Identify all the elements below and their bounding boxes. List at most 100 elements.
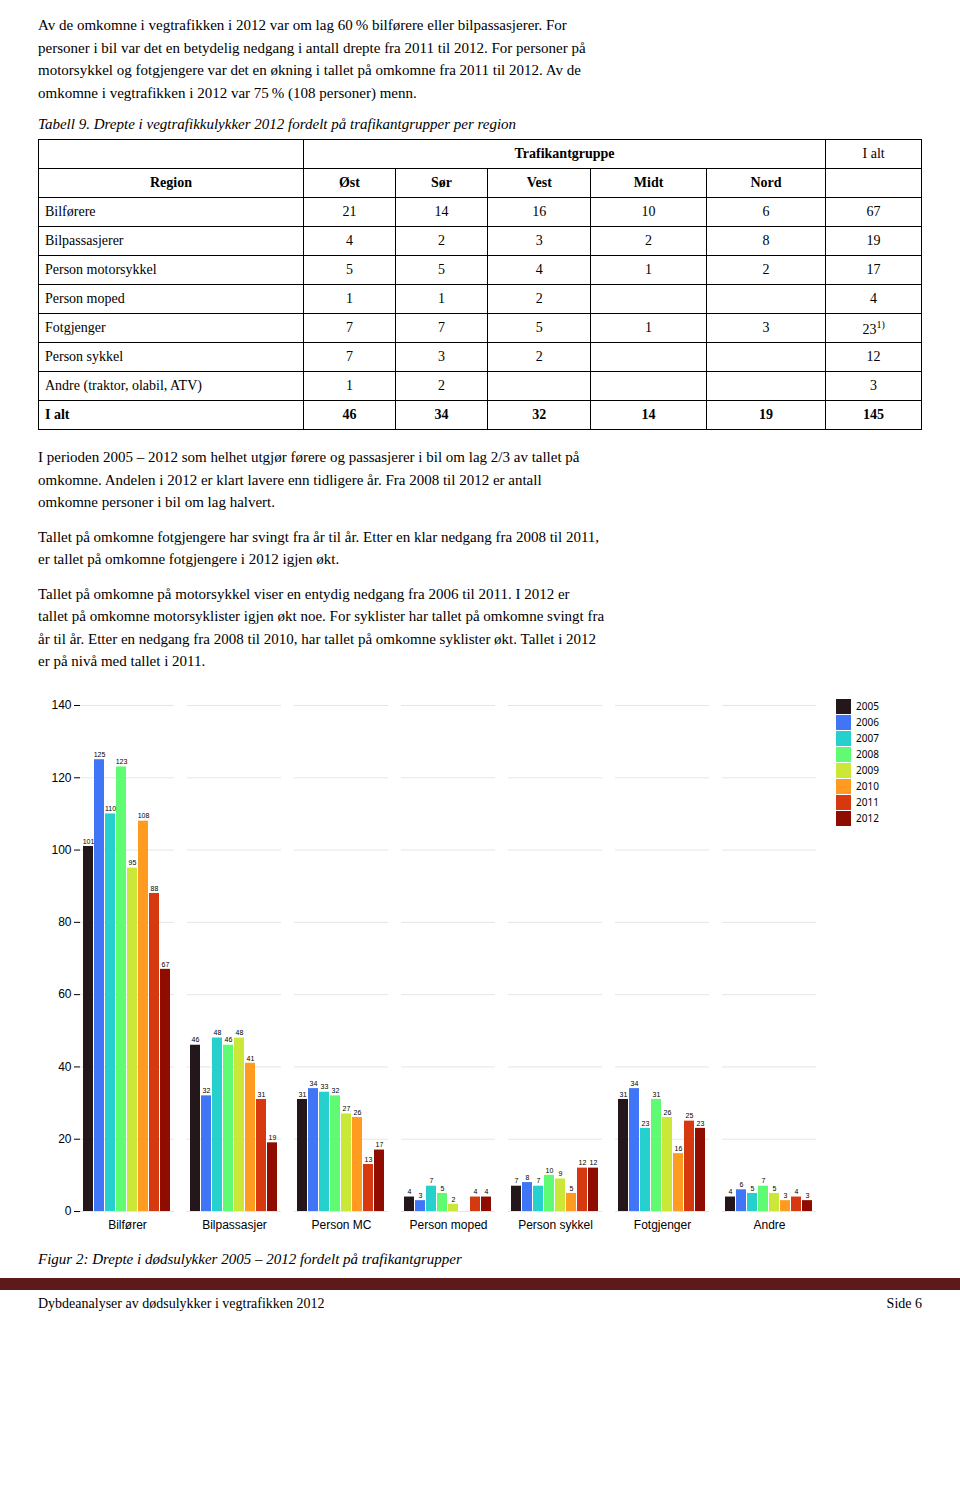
svg-text:12: 12 bbox=[579, 1159, 587, 1166]
html-text:19: 19 bbox=[866, 233, 881, 248]
svg-text:31: 31 bbox=[653, 1090, 661, 1097]
html-text:17: 17 bbox=[866, 262, 881, 277]
svg-text:4: 4 bbox=[485, 1188, 489, 1195]
svg-text:13: 13 bbox=[365, 1155, 373, 1162]
svg-text:120: 120 bbox=[51, 770, 71, 784]
svg-text:7: 7 bbox=[430, 1177, 434, 1184]
html-text:Tallet på omkomne på motorsykk: Tallet på omkomne på motorsykkel viser e… bbox=[38, 585, 605, 669]
svg-text:33: 33 bbox=[321, 1083, 329, 1090]
svg-text:Person MC: Person MC bbox=[311, 1218, 371, 1232]
svg-text:48: 48 bbox=[214, 1029, 222, 1036]
html-text:Bilførere: Bilførere bbox=[45, 204, 96, 219]
svg-text:101: 101 bbox=[83, 837, 95, 844]
svg-text:20: 20 bbox=[58, 1132, 72, 1146]
html-text:Dybdeanalyser av dødsulykker i: Dybdeanalyser av dødsulykker i vegtrafik… bbox=[38, 1295, 325, 1311]
svg-text:5: 5 bbox=[773, 1184, 777, 1191]
svg-text:31: 31 bbox=[299, 1090, 307, 1097]
svg-text:80: 80 bbox=[58, 915, 72, 929]
html-text:I alt: I alt bbox=[862, 146, 885, 161]
html-text:Midt: Midt bbox=[633, 175, 664, 190]
html-text:Figur 2: Drepte i dødsulykker: Figur 2: Drepte i dødsulykker 2005 – 201… bbox=[38, 1250, 462, 1267]
svg-text:Bilfører: Bilfører bbox=[108, 1218, 147, 1232]
svg-text:3: 3 bbox=[419, 1191, 423, 1198]
svg-text:Person moped: Person moped bbox=[409, 1218, 487, 1232]
html-text:Fotgjenger: Fotgjenger bbox=[45, 320, 106, 335]
svg-text:100: 100 bbox=[51, 842, 71, 856]
svg-text:95: 95 bbox=[129, 859, 137, 866]
html-text:Tallet på omkomne fotgjengere: Tallet på omkomne fotgjengere har svingt… bbox=[38, 528, 600, 567]
html-text:I perioden 2005 – 2012 som hel: I perioden 2005 – 2012 som helhet utgjør… bbox=[38, 449, 580, 510]
svg-text:4: 4 bbox=[474, 1188, 478, 1195]
svg-text:Andre: Andre bbox=[753, 1218, 785, 1232]
svg-text:0: 0 bbox=[65, 1204, 72, 1218]
svg-text:48: 48 bbox=[236, 1029, 244, 1036]
html-text:14: 14 bbox=[434, 204, 449, 219]
svg-text:12: 12 bbox=[590, 1159, 598, 1166]
svg-text:4: 4 bbox=[729, 1188, 733, 1195]
svg-text:123: 123 bbox=[116, 758, 128, 765]
html-text:67: 67 bbox=[866, 204, 881, 219]
svg-text:4: 4 bbox=[408, 1188, 412, 1195]
svg-text:5: 5 bbox=[441, 1184, 445, 1191]
svg-text:5: 5 bbox=[570, 1184, 574, 1191]
html-text:Person motorsykkel: Person motorsykkel bbox=[45, 262, 157, 277]
html-text:Tabell 9. Drepte i vegtrafikku: Tabell 9. Drepte i vegtrafikkulykker 201… bbox=[38, 116, 517, 132]
svg-text:23: 23 bbox=[697, 1119, 705, 1126]
html-text:Side 6: Side 6 bbox=[886, 1295, 922, 1311]
svg-text:34: 34 bbox=[310, 1079, 318, 1086]
svg-text:2: 2 bbox=[452, 1195, 456, 1202]
svg-text:40: 40 bbox=[58, 1059, 72, 1073]
html-text:Bilpassasjerer: Bilpassasjerer bbox=[45, 233, 124, 248]
svg-text:108: 108 bbox=[138, 812, 150, 819]
svg-text:32: 32 bbox=[203, 1087, 211, 1094]
svg-text:26: 26 bbox=[354, 1108, 362, 1115]
svg-text:4: 4 bbox=[795, 1188, 799, 1195]
html-text:Av de omkomne i vegtrafikken i: Av de omkomne i vegtrafikken i 2012 var … bbox=[38, 17, 586, 101]
html-text:Trafikantgruppe: Trafikantgruppe bbox=[514, 146, 615, 161]
svg-text:Person sykkel: Person sykkel bbox=[518, 1218, 593, 1232]
svg-text:5: 5 bbox=[751, 1184, 755, 1191]
svg-text:8: 8 bbox=[526, 1173, 530, 1180]
html-text:Øst: Øst bbox=[338, 175, 360, 190]
svg-text:25: 25 bbox=[686, 1112, 694, 1119]
html-text:Region: Region bbox=[149, 175, 192, 190]
svg-text:17: 17 bbox=[376, 1141, 384, 1148]
svg-text:7: 7 bbox=[537, 1177, 541, 1184]
html-text:16: 16 bbox=[532, 204, 547, 219]
svg-text:140: 140 bbox=[51, 698, 71, 712]
svg-text:31: 31 bbox=[620, 1090, 628, 1097]
html-text:Sør: Sør bbox=[431, 175, 452, 190]
svg-text:27: 27 bbox=[343, 1105, 351, 1112]
svg-text:60: 60 bbox=[58, 987, 72, 1001]
html-text:Person sykkel: Person sykkel bbox=[45, 349, 124, 364]
svg-text:32: 32 bbox=[332, 1087, 340, 1094]
svg-text:34: 34 bbox=[631, 1079, 639, 1086]
svg-text:41: 41 bbox=[247, 1054, 255, 1061]
svg-text:3: 3 bbox=[784, 1191, 788, 1198]
html-text:Person moped: Person moped bbox=[45, 291, 125, 306]
svg-text:23: 23 bbox=[642, 1119, 650, 1126]
svg-text:88: 88 bbox=[151, 884, 159, 891]
svg-text:46: 46 bbox=[192, 1036, 200, 1043]
svg-text:19: 19 bbox=[269, 1134, 277, 1141]
svg-text:26: 26 bbox=[664, 1108, 672, 1115]
svg-text:46: 46 bbox=[225, 1036, 233, 1043]
svg-text:9: 9 bbox=[559, 1170, 563, 1177]
svg-text:10: 10 bbox=[546, 1166, 554, 1173]
svg-text:125: 125 bbox=[94, 750, 106, 757]
html-text:23: 23 bbox=[862, 321, 877, 337]
svg-text:Fotgjenger: Fotgjenger bbox=[634, 1218, 691, 1232]
svg-text:7: 7 bbox=[762, 1177, 766, 1184]
svg-text:3: 3 bbox=[806, 1191, 810, 1198]
svg-text:110: 110 bbox=[105, 805, 116, 812]
svg-text:67: 67 bbox=[162, 960, 170, 967]
svg-text:7: 7 bbox=[515, 1177, 519, 1184]
html-text:Nord: Nord bbox=[750, 175, 782, 190]
html-text:21: 21 bbox=[342, 204, 357, 219]
svg-text:31: 31 bbox=[258, 1090, 266, 1097]
svg-text:6: 6 bbox=[740, 1181, 744, 1188]
html-text:Vest: Vest bbox=[526, 175, 552, 190]
svg-text:16: 16 bbox=[675, 1144, 683, 1151]
html-text:10: 10 bbox=[641, 204, 656, 219]
svg-text:Bilpassasjer: Bilpassasjer bbox=[202, 1218, 267, 1232]
